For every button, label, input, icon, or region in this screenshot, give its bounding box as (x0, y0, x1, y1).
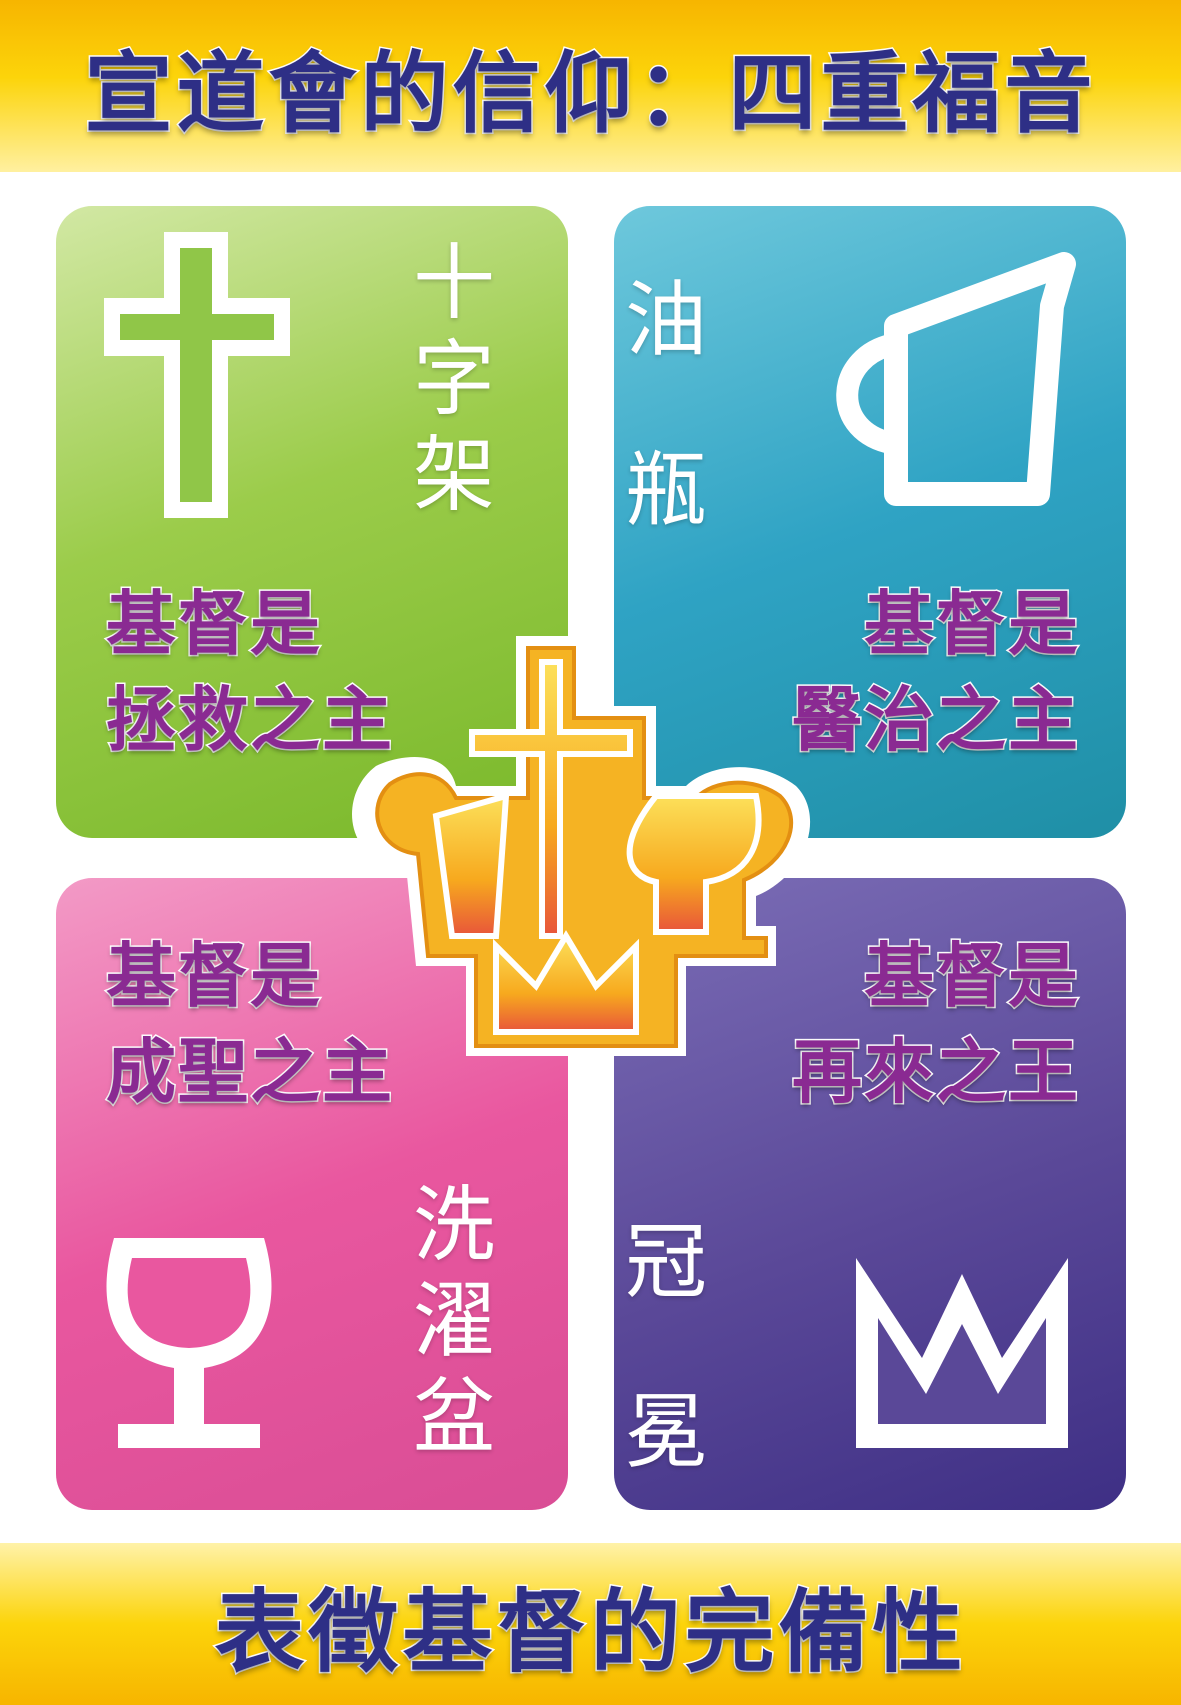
lord-line: 基督是 (863, 582, 1080, 667)
panel-oil-jar: 油 瓶 基督是 醫治之主 (614, 206, 1126, 838)
page-title: 宣道會的信仰：四重福音 (83, 40, 1097, 146)
lord-line: 成聖之主 (105, 1030, 394, 1115)
cma-logo-icon (352, 636, 811, 1056)
symbol-char: 架 (412, 428, 495, 523)
symbol-label-cross: 十 字 架 (406, 236, 502, 524)
laver-cup-icon (106, 1238, 272, 1448)
lord-title-healer: 基督是 醫治之主 (791, 576, 1080, 768)
lord-title-king: 基督是 再來之王 (791, 928, 1080, 1120)
symbol-char: 字 (412, 332, 495, 427)
lord-line: 基督是 (863, 934, 1080, 1019)
symbol-char: 濯 (412, 1274, 495, 1369)
panel-cross: 十 字 架 基督是 拯救之主 (56, 206, 568, 838)
panel-crown: 基督是 再來之王 冠 冕 (614, 878, 1126, 1510)
lord-title-sanctifier: 基督是 成聖之主 (105, 928, 394, 1120)
panel-laver: 基督是 成聖之主 洗 濯 盆 (56, 878, 568, 1510)
lord-title-saviour: 基督是 拯救之主 (105, 576, 394, 768)
symbol-char: 冕 (624, 1385, 707, 1480)
symbol-label-laver: 洗 濯 盆 (406, 1178, 502, 1466)
lord-line: 基督是 (105, 582, 322, 667)
symbol-label-oil-jar: 油 瓶 (618, 236, 714, 576)
oil-jar-icon (836, 252, 1076, 506)
lord-line: 醫治之主 (791, 678, 1080, 763)
symbol-char: 油 (624, 273, 707, 368)
cross-icon (104, 232, 290, 518)
footer-band: 表徵基督的完備性 (0, 1543, 1181, 1705)
symbol-char: 冠 (624, 1215, 707, 1310)
symbol-char: 十 (412, 236, 495, 331)
symbol-char: 盆 (412, 1370, 495, 1465)
footer-caption: 表徵基督的完備性 (213, 1579, 967, 1687)
lord-line: 拯救之主 (105, 678, 394, 763)
lord-line: 再來之王 (791, 1030, 1080, 1115)
symbol-char: 洗 (412, 1178, 495, 1273)
symbol-label-crown: 冠 冕 (618, 1178, 714, 1510)
header-band: 宣道會的信仰：四重福音 (0, 0, 1181, 172)
crown-icon (856, 1258, 1068, 1448)
symbol-char: 瓶 (624, 443, 707, 538)
lord-line: 基督是 (105, 934, 322, 1019)
